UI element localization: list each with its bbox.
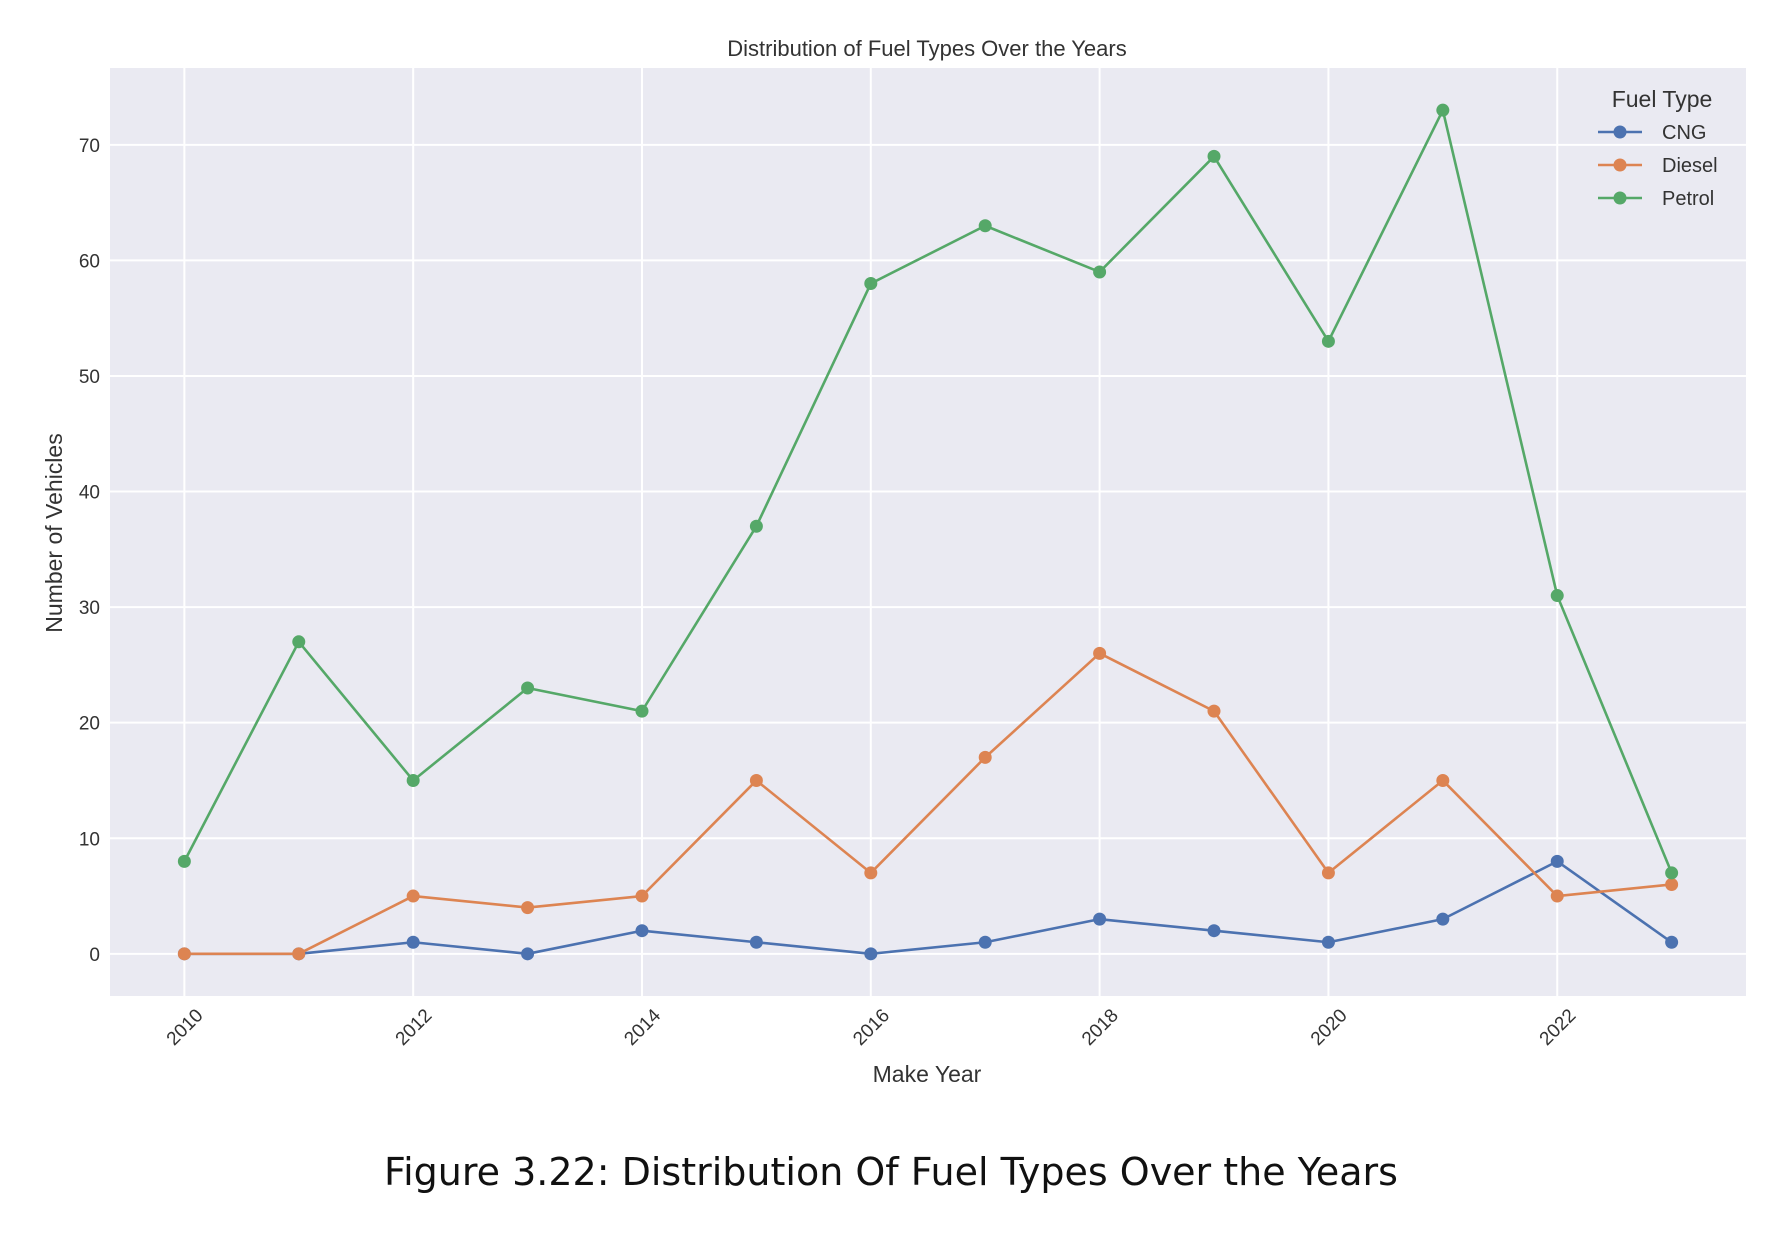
y-axis-ticks: 0 10 20 30 40 50 60 70 xyxy=(79,136,100,966)
data-point-diesel xyxy=(1550,889,1564,903)
data-point-diesel xyxy=(749,773,763,787)
line-chart: 2010 2012 2014 2016 2018 2020 2022 0 10 20 30 40 50… xyxy=(41,36,1746,1087)
y-tick-label: 60 xyxy=(79,251,100,272)
data-point-petrol xyxy=(1093,265,1107,279)
data-point-diesel xyxy=(1207,704,1221,718)
legend-entry-diesel: Diesel xyxy=(1598,155,1718,177)
data-point-diesel xyxy=(1093,646,1107,660)
data-point-cng xyxy=(1207,924,1221,938)
legend-marker-cng xyxy=(1613,125,1627,139)
series-line-petrol xyxy=(183,108,1673,874)
data-point-cng xyxy=(1665,935,1679,949)
series-layer xyxy=(177,103,1679,961)
series-line-diesel xyxy=(184,652,1672,956)
y-tick-label: 10 xyxy=(79,829,100,850)
data-point-diesel xyxy=(1436,773,1450,787)
data-point-petrol xyxy=(292,635,306,649)
data-point-petrol xyxy=(1321,334,1335,348)
data-point-petrol xyxy=(177,854,191,868)
data-point-petrol xyxy=(521,681,535,695)
y-tick-label: 0 xyxy=(89,945,100,966)
legend-title: Fuel Type xyxy=(1612,86,1713,112)
legend-label-diesel: Diesel xyxy=(1662,155,1718,177)
data-point-cng xyxy=(635,924,649,938)
data-point-diesel xyxy=(177,947,191,961)
legend-label-petrol: Petrol xyxy=(1662,188,1714,210)
data-point-cng xyxy=(978,935,992,949)
data-point-diesel xyxy=(864,866,878,880)
data-point-petrol xyxy=(978,219,992,233)
data-point-petrol xyxy=(749,519,763,533)
data-point-petrol xyxy=(406,773,420,787)
y-tick-label: 40 xyxy=(79,483,100,504)
y-tick-label: 70 xyxy=(79,136,100,157)
data-point-cng xyxy=(521,947,535,961)
data-point-diesel xyxy=(1665,877,1679,891)
x-tick-label: 2016 xyxy=(849,1005,894,1050)
data-point-cng xyxy=(749,935,763,949)
chart-title: Distribution of Fuel Types Over the Year… xyxy=(727,36,1126,61)
data-point-diesel xyxy=(292,947,306,961)
data-point-diesel xyxy=(521,901,535,915)
data-point-diesel xyxy=(1321,866,1335,880)
legend-label-cng: CNG xyxy=(1662,122,1706,144)
y-axis-label: Number of Vehicles xyxy=(41,433,67,632)
data-point-cng xyxy=(864,947,878,961)
data-point-cng xyxy=(406,935,420,949)
data-point-petrol xyxy=(1436,103,1450,117)
data-point-cng xyxy=(1321,935,1335,949)
y-tick-label: 20 xyxy=(79,714,100,735)
legend-entry-petrol: Petrol xyxy=(1598,188,1714,210)
x-tick-label: 2018 xyxy=(1078,1005,1123,1050)
x-tick-label: 2022 xyxy=(1536,1005,1581,1050)
legend-marker-diesel xyxy=(1613,158,1627,172)
series-diesel xyxy=(177,646,1679,961)
data-point-cng xyxy=(1550,854,1564,868)
data-point-diesel xyxy=(978,750,992,764)
x-tick-label: 2010 xyxy=(163,1005,208,1050)
data-point-petrol xyxy=(1550,589,1564,603)
grid-lines xyxy=(110,68,1746,996)
data-point-petrol xyxy=(635,704,649,718)
data-point-petrol xyxy=(864,277,878,291)
data-point-diesel xyxy=(635,889,649,903)
x-axis-label: Make Year xyxy=(873,1061,982,1087)
x-tick-label: 2020 xyxy=(1307,1005,1352,1050)
x-tick-label: 2012 xyxy=(392,1005,437,1050)
data-point-cng xyxy=(1436,912,1450,926)
series-line-cng xyxy=(184,860,1673,956)
data-point-petrol xyxy=(1665,866,1679,880)
x-axis-ticks: 2010 2012 2014 2016 2018 2020 2022 xyxy=(163,1005,1581,1050)
x-tick-label: 2014 xyxy=(620,1005,665,1050)
figure-caption: Figure 3.22: Distribution Of Fuel Types … xyxy=(384,1150,1398,1194)
data-point-petrol xyxy=(1207,149,1221,163)
y-tick-label: 30 xyxy=(79,598,100,619)
data-point-diesel xyxy=(406,889,420,903)
y-tick-label: 50 xyxy=(79,367,100,388)
series-petrol xyxy=(177,103,1679,880)
legend-entry-cng: CNG xyxy=(1598,122,1706,144)
legend: Fuel Type CNG Diesel Petrol xyxy=(1598,86,1718,210)
data-point-cng xyxy=(1093,912,1107,926)
plot-area xyxy=(110,68,1746,996)
legend-marker-petrol xyxy=(1613,191,1627,205)
